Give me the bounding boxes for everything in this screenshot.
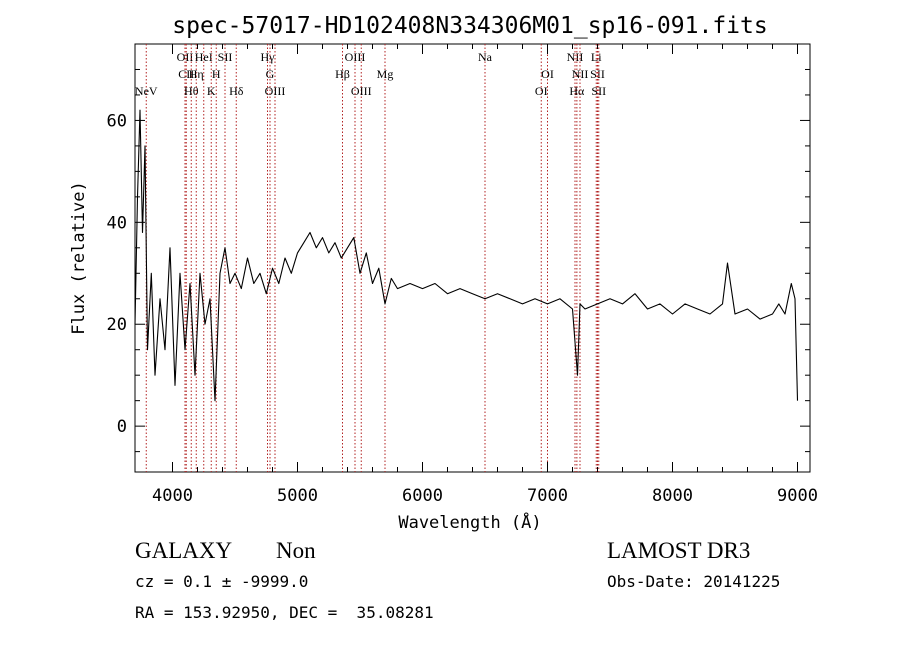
y-tick-label: 0: [117, 417, 127, 437]
line-label-10: Hγ: [261, 50, 276, 64]
y-tick-label: 40: [107, 213, 127, 233]
y-axis-ticks: 0 20 40 60: [107, 68, 810, 453]
x-axis-ticks: 4000 5000 6000 7000 8000 9000: [152, 44, 818, 506]
emission-line-markers: NeVOIICIIHθHηHeIKHSIIHδHγGOIIIHβOIIIOIII…: [135, 44, 606, 472]
line-label-20: NII: [567, 50, 584, 64]
x-tick-label: 5000: [277, 486, 318, 506]
line-label-21: Hα: [569, 84, 585, 98]
line-label-22: NII: [572, 67, 589, 81]
line-label-7: H: [212, 67, 221, 81]
line-label-13: Hβ: [335, 67, 350, 81]
ra-dec-text: RA = 153.92950, DEC = 35.08281: [135, 603, 434, 622]
line-label-0: NeV: [135, 84, 158, 98]
x-tick-label: 4000: [152, 486, 193, 506]
line-label-11: G: [266, 67, 275, 81]
spectrum-line: [134, 109, 799, 402]
y-axis-label: Flux (relative): [69, 181, 89, 335]
line-label-18: OI: [535, 84, 548, 98]
x-tick-label: 9000: [777, 486, 818, 506]
subclass-label: Non: [276, 538, 316, 563]
line-label-23: Li: [591, 50, 602, 64]
redshift-text: cz = 0.1 ± -9999.0: [135, 572, 309, 591]
line-label-3: Hθ: [184, 84, 199, 98]
line-label-2: CII: [178, 67, 194, 81]
line-label-12: OIII: [265, 84, 286, 98]
line-label-5: HeI: [195, 50, 213, 64]
line-label-9: Hδ: [229, 84, 244, 98]
x-tick-label: 8000: [652, 486, 693, 506]
spectrum-series: [134, 109, 799, 402]
chart-title: spec-57017-HD102408N334306M01_sp16-091.f…: [172, 13, 767, 39]
line-label-17: Na: [478, 50, 493, 64]
line-label-15: OIII: [351, 84, 372, 98]
line-label-24: SII: [590, 67, 605, 81]
x-tick-label: 7000: [527, 486, 568, 506]
x-axis-label: Wavelength (Å): [398, 511, 541, 533]
line-label-16: Mg: [377, 67, 394, 81]
line-label-8: SII: [218, 50, 233, 64]
line-label-4: Hη: [189, 67, 204, 81]
y-tick-label: 20: [107, 315, 127, 335]
y-tick-label: 60: [107, 111, 127, 131]
class-label: GALAXY: [135, 538, 233, 563]
x-tick-label: 6000: [402, 486, 443, 506]
line-label-25: SII: [591, 84, 606, 98]
line-label-6: K: [207, 84, 216, 98]
obs-date-text: Obs-Date: 20141225: [607, 572, 781, 591]
line-label-14: OIII: [345, 50, 366, 64]
survey-label: LAMOST DR3: [607, 538, 751, 563]
line-label-1: OII: [177, 50, 194, 64]
line-label-19: OI: [541, 67, 554, 81]
